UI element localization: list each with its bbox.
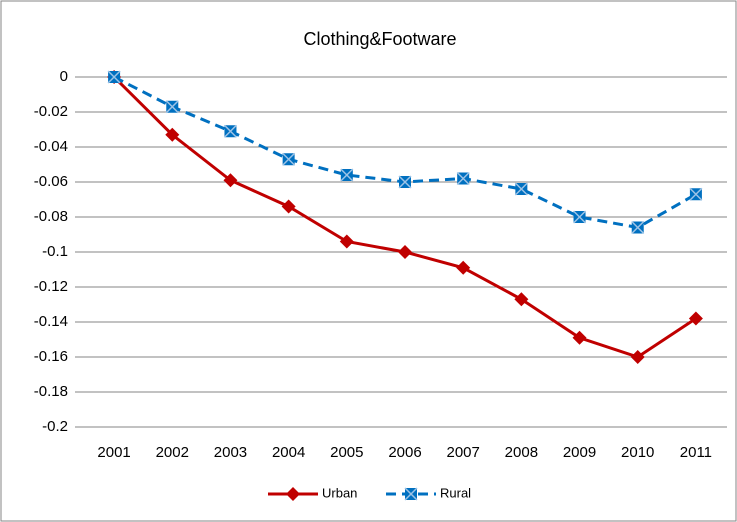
marker-cross xyxy=(456,171,470,186)
marker xyxy=(286,487,300,501)
x-tick-label: 2004 xyxy=(272,444,305,461)
marker-cross xyxy=(404,487,418,501)
y-tick-label: 0 xyxy=(60,68,68,85)
legend-label: Urban xyxy=(322,485,357,500)
x-tick-label: 2003 xyxy=(214,444,247,461)
x-tick-label: 2008 xyxy=(505,444,538,461)
marker-cross xyxy=(631,220,645,235)
marker xyxy=(223,173,238,188)
marker xyxy=(514,182,528,196)
marker xyxy=(456,171,470,186)
chart-title: Clothing&Footware xyxy=(303,29,456,49)
marker xyxy=(689,187,703,201)
marker xyxy=(573,210,587,224)
x-tick-label: 2005 xyxy=(330,444,363,461)
y-tick-label: -0.1 xyxy=(42,243,68,260)
marker xyxy=(404,487,418,501)
marker xyxy=(282,152,296,166)
x-tick-label: 2001 xyxy=(97,444,130,461)
marker-cross xyxy=(165,100,179,114)
marker xyxy=(572,330,587,345)
marker-cross xyxy=(282,152,296,166)
y-tick-label: -0.04 xyxy=(34,138,68,155)
legend-label: Rural xyxy=(440,485,471,500)
x-tick-label: 2010 xyxy=(621,444,654,461)
marker xyxy=(107,70,121,84)
marker xyxy=(630,350,645,364)
marker-cross xyxy=(340,168,354,182)
marker-cross xyxy=(689,187,703,201)
x-tick-label: 2009 xyxy=(563,444,596,461)
y-tick-label: -0.18 xyxy=(34,383,68,400)
marker xyxy=(688,311,703,326)
marker xyxy=(165,127,180,142)
marker xyxy=(514,292,529,307)
marker xyxy=(456,260,471,275)
y-tick-label: -0.2 xyxy=(42,418,68,435)
x-tick-label: 2011 xyxy=(680,444,712,461)
x-tick-label: 2006 xyxy=(388,444,421,461)
x-tick-label: 2002 xyxy=(156,444,189,461)
y-tick-label: -0.16 xyxy=(34,348,68,365)
x-tick-label: 2007 xyxy=(446,444,479,461)
y-tick-label: -0.12 xyxy=(34,278,68,295)
marker xyxy=(165,100,179,114)
marker-cross xyxy=(223,124,237,138)
marker xyxy=(398,245,412,259)
marker xyxy=(223,124,237,138)
marker-cross xyxy=(573,210,587,224)
marker xyxy=(281,199,296,214)
marker xyxy=(398,175,412,189)
marker-cross xyxy=(514,182,528,196)
y-tick-label: -0.06 xyxy=(34,173,68,190)
y-tick-label: -0.14 xyxy=(34,313,68,330)
marker xyxy=(631,220,645,235)
y-tick-label: -0.08 xyxy=(34,208,68,225)
marker-cross xyxy=(398,175,412,189)
marker-cross xyxy=(107,70,121,84)
marker xyxy=(340,168,354,182)
marker xyxy=(339,234,354,249)
y-tick-label: -0.02 xyxy=(34,103,68,120)
